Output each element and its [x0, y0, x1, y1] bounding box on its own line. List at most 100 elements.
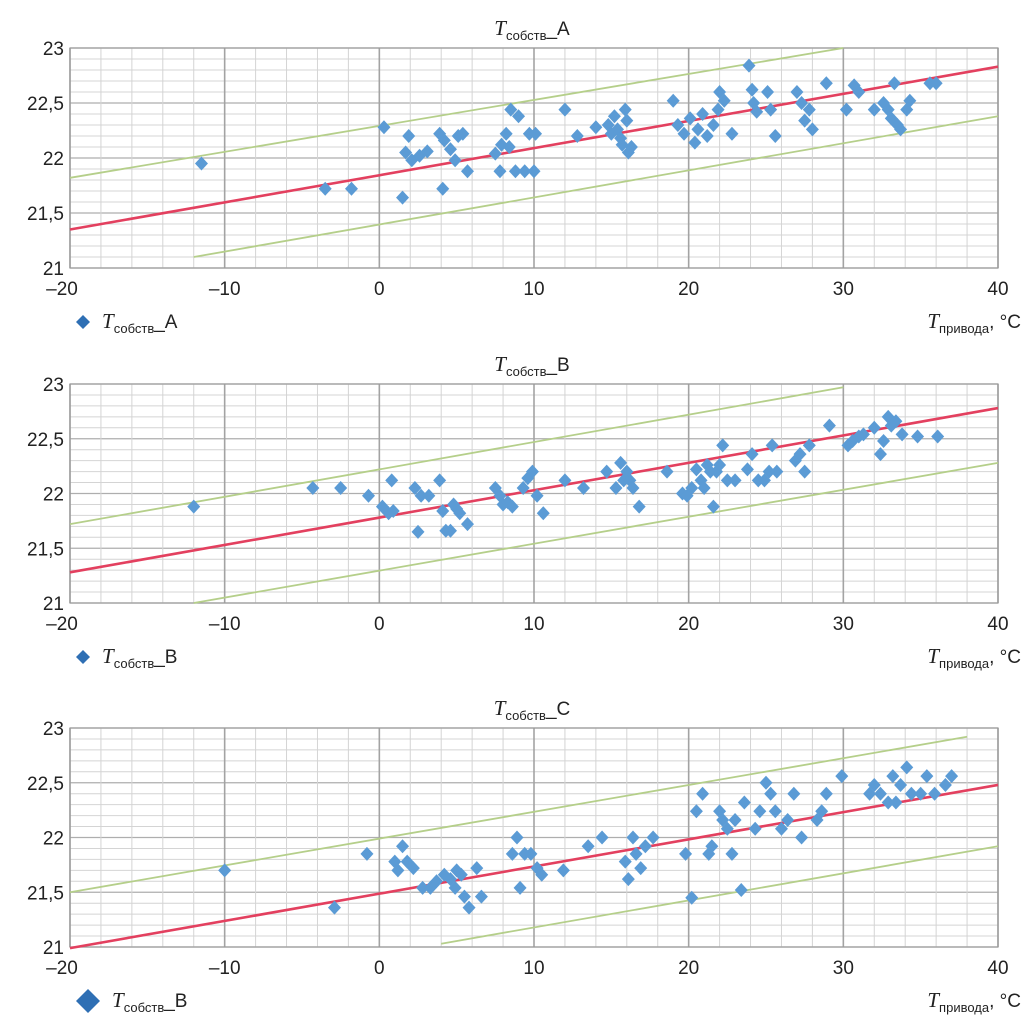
x-axis-label-main: T [927, 988, 940, 1012]
data-point [711, 102, 725, 117]
data-point [740, 462, 754, 477]
x-tick-label: –10 [209, 958, 241, 979]
data-point [462, 900, 476, 915]
data-point [499, 126, 513, 141]
x-tick-label: 30 [833, 958, 854, 979]
data-point [697, 481, 711, 496]
data-point [938, 777, 952, 792]
grid [69, 47, 999, 269]
data-point [920, 769, 934, 784]
x-axis-label: Tпривода, °C [927, 988, 1021, 1015]
legend-label: Tсобств_A [102, 309, 178, 336]
data-point [768, 129, 782, 143]
data-point [867, 777, 881, 792]
chart-title: Tсобств_A [494, 16, 570, 43]
y-tick-label: 21,5 [27, 883, 64, 904]
chart-title-suffix: _B [545, 355, 569, 376]
x-axis-label-main: T [927, 644, 940, 668]
data-point [516, 481, 530, 496]
data-point [945, 769, 959, 784]
data-point [406, 861, 420, 876]
trend-line [69, 65, 999, 231]
data-point [696, 786, 710, 801]
x-axis-label-sub: привода [939, 656, 990, 671]
data-point [725, 126, 739, 141]
data-point [928, 786, 942, 801]
data-point [558, 473, 572, 488]
x-tick-label: –20 [46, 958, 78, 979]
data-point [713, 458, 727, 473]
data-point [512, 109, 526, 124]
data-point [889, 414, 903, 429]
data-point [750, 104, 764, 119]
x-tick-label: –10 [209, 279, 241, 300]
x-tick-label: 40 [987, 614, 1008, 635]
chart-title-suffix: _C [545, 699, 570, 720]
legend-label: Tсобств_B [112, 988, 187, 1015]
data-point [761, 85, 775, 99]
data-point [720, 821, 734, 836]
data-point [530, 488, 544, 503]
data-point [914, 786, 928, 801]
data-point [798, 113, 812, 128]
data-point [793, 447, 807, 462]
data-point [362, 488, 376, 503]
data-point [700, 129, 714, 143]
x-axis-label: Tпривода, °C [927, 644, 1021, 671]
data-point [685, 890, 699, 905]
data-point [646, 830, 660, 845]
data-point [527, 164, 541, 179]
data-point [819, 786, 833, 801]
x-tick-label: 0 [374, 279, 385, 300]
legend-label: Tсобств_B [102, 644, 177, 671]
upper-bound-line [69, 386, 844, 526]
y-tick-label: 22 [43, 485, 64, 506]
data-point [460, 164, 474, 179]
data-point [802, 438, 816, 453]
data-point [764, 786, 778, 801]
data-point [745, 447, 759, 462]
data-point [344, 181, 358, 196]
data-point [556, 863, 570, 878]
data-point [626, 830, 640, 845]
y-tick-label: 22,5 [27, 430, 64, 451]
data-point [717, 93, 731, 108]
data-point [535, 867, 549, 882]
data-point [734, 883, 748, 898]
data-point [524, 846, 538, 861]
trend-line [69, 406, 999, 574]
data-point [626, 481, 640, 496]
data-point [474, 889, 488, 904]
data-point [795, 830, 809, 845]
x-axis-label-sub: привода [939, 1000, 990, 1015]
data-point [589, 120, 603, 135]
data-point [502, 140, 516, 154]
x-tick-label: 40 [987, 958, 1008, 979]
data-point [360, 846, 374, 861]
y-tick-label: 21 [43, 594, 64, 615]
data-point [416, 880, 430, 895]
data-point [748, 821, 762, 836]
data-point [411, 524, 425, 539]
data-point [505, 499, 519, 514]
data-point [493, 164, 507, 179]
y-tick-label: 22,5 [27, 94, 64, 115]
data-point [402, 129, 416, 143]
chart-title-main: T [494, 696, 507, 720]
data-point [508, 164, 522, 179]
y-tick-label: 22,5 [27, 774, 64, 795]
data-point [457, 889, 471, 904]
data-point [385, 473, 399, 488]
data-point [720, 473, 734, 488]
data-point [881, 795, 895, 810]
data-point [774, 821, 788, 836]
data-point [436, 504, 450, 519]
data-point [615, 137, 629, 152]
data-point [460, 517, 474, 532]
data-point [867, 102, 881, 117]
data-point [327, 900, 341, 915]
data-point [867, 420, 881, 435]
legend-label-main: T [102, 644, 115, 668]
data-point [889, 795, 903, 810]
